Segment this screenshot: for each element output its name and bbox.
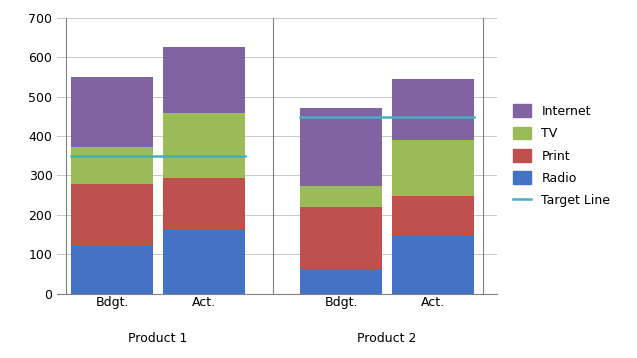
Bar (71, 246, 154, 294)
Text: Product 2: Product 2 (357, 333, 417, 345)
Bar (162, 178, 245, 230)
Legend: Internet, TV, Print, Radio, Target Line: Internet, TV, Print, Radio, Target Line (508, 99, 615, 212)
Bar (392, 79, 474, 140)
Text: Product 1: Product 1 (129, 333, 188, 345)
Bar (300, 207, 382, 269)
Bar (71, 184, 154, 246)
Bar (392, 196, 474, 235)
Bar (392, 140, 474, 196)
Bar (71, 147, 154, 184)
Bar (162, 47, 245, 113)
Bar (162, 113, 245, 178)
Bar (392, 235, 474, 294)
Bar (300, 186, 382, 207)
Bar (71, 77, 154, 147)
Bar (162, 230, 245, 294)
Bar (300, 269, 382, 294)
Bar (300, 108, 382, 186)
